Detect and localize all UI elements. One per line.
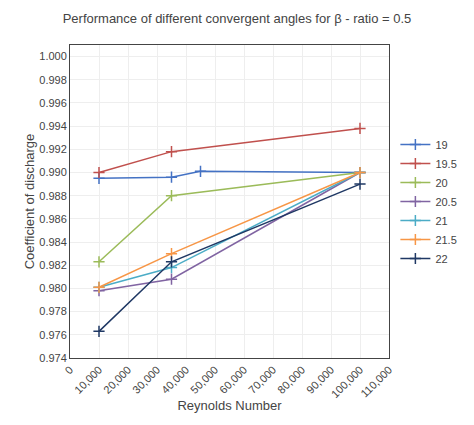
svg-text:0.990: 0.990: [39, 166, 67, 178]
svg-text:0.992: 0.992: [39, 143, 67, 155]
svg-text:70,000: 70,000: [246, 364, 278, 396]
svg-text:21: 21: [435, 215, 447, 227]
svg-text:20: 20: [435, 177, 447, 189]
svg-text:0.976: 0.976: [39, 329, 67, 341]
svg-text:110,000: 110,000: [358, 364, 394, 400]
svg-text:10,000: 10,000: [72, 364, 104, 396]
svg-text:0.974: 0.974: [39, 352, 67, 364]
svg-text:0.988: 0.988: [39, 190, 67, 202]
svg-text:40,000: 40,000: [159, 364, 191, 396]
svg-text:80,000: 80,000: [275, 364, 307, 396]
svg-text:90,000: 90,000: [304, 364, 336, 396]
svg-text:Performance of different conve: Performance of different convergent angl…: [63, 11, 412, 26]
svg-text:0.980: 0.980: [39, 282, 67, 294]
svg-text:Coefficient of discharge: Coefficient of discharge: [22, 134, 37, 270]
svg-text:0.982: 0.982: [39, 259, 67, 271]
svg-text:0.984: 0.984: [39, 236, 67, 248]
svg-text:19: 19: [435, 139, 447, 151]
svg-text:0.994: 0.994: [39, 120, 67, 132]
svg-text:1.000: 1.000: [39, 50, 67, 62]
svg-text:0.998: 0.998: [39, 74, 67, 86]
svg-text:30,000: 30,000: [130, 364, 162, 396]
svg-text:20,000: 20,000: [101, 364, 133, 396]
svg-text:0.978: 0.978: [39, 305, 67, 317]
svg-text:0.986: 0.986: [39, 213, 67, 225]
svg-text:0.996: 0.996: [39, 97, 67, 109]
svg-text:22: 22: [435, 253, 447, 265]
svg-text:60,000: 60,000: [217, 364, 249, 396]
svg-text:100,000: 100,000: [329, 364, 366, 401]
svg-text:19.5: 19.5: [435, 158, 456, 170]
svg-text:21.5: 21.5: [435, 234, 456, 246]
svg-text:0: 0: [62, 364, 75, 377]
svg-text:Reynolds Number: Reynolds Number: [177, 398, 282, 413]
svg-text:50,000: 50,000: [188, 364, 220, 396]
svg-text:20.5: 20.5: [435, 196, 456, 208]
